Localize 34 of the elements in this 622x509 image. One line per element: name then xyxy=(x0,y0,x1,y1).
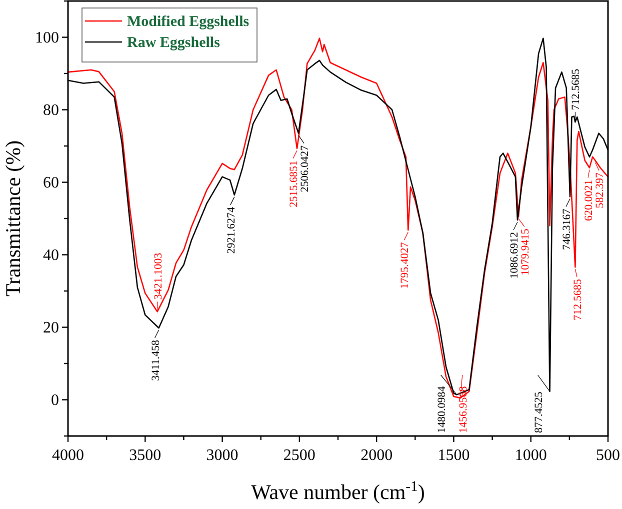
x-tick-label: 500 xyxy=(596,447,620,464)
y-tick-label: 60 xyxy=(43,174,59,192)
annotation: 746.3167 xyxy=(561,208,573,250)
annotation: 2921.6274 xyxy=(225,206,238,254)
annotation: 3411.458 xyxy=(150,339,162,381)
y-tick-label: 80 xyxy=(43,102,59,119)
x-tick-label: 3000 xyxy=(206,447,238,464)
x-axis-title: Wave number (cm$^{-1}$) xyxy=(251,479,425,504)
y-tick-label: 0 xyxy=(51,392,59,409)
annotation: 1795.4027 xyxy=(399,242,412,289)
annotation: 712.5685 xyxy=(570,68,582,110)
annotation: 1086.6912 xyxy=(508,232,520,279)
annotation: 1079.9415 xyxy=(519,228,532,276)
annotation: 2506.0427 xyxy=(299,144,312,192)
x-tick-label: 2000 xyxy=(360,447,393,464)
x-tick-label: 1000 xyxy=(514,447,547,464)
annotation: 2515.6851 xyxy=(288,160,300,208)
annotation: 1480.0984 xyxy=(436,386,448,433)
y-tick-label: 20 xyxy=(43,319,59,336)
x-tick-label: 1500 xyxy=(438,447,470,464)
legend-label: Modified Eggshells xyxy=(127,14,250,30)
annotation: 877.4525 xyxy=(532,391,545,433)
x-tick-label: 3500 xyxy=(129,447,162,464)
y-tick-label: 100 xyxy=(35,29,59,46)
annotation: 3421.1003 xyxy=(152,252,164,300)
annotation: 712.5685 xyxy=(572,278,584,320)
x-tick-label: 2500 xyxy=(283,447,316,464)
legend-label: Raw Eggshells xyxy=(127,35,220,51)
x-tick-label: 4000 xyxy=(52,447,84,464)
annotation: 582.397 xyxy=(594,172,606,208)
annotation: 1456.9568 xyxy=(457,386,470,433)
y-tick-label: 40 xyxy=(43,246,59,264)
annotation: 620.0021 xyxy=(583,180,595,221)
y-axis-title: Transmittance (%) xyxy=(1,140,25,297)
